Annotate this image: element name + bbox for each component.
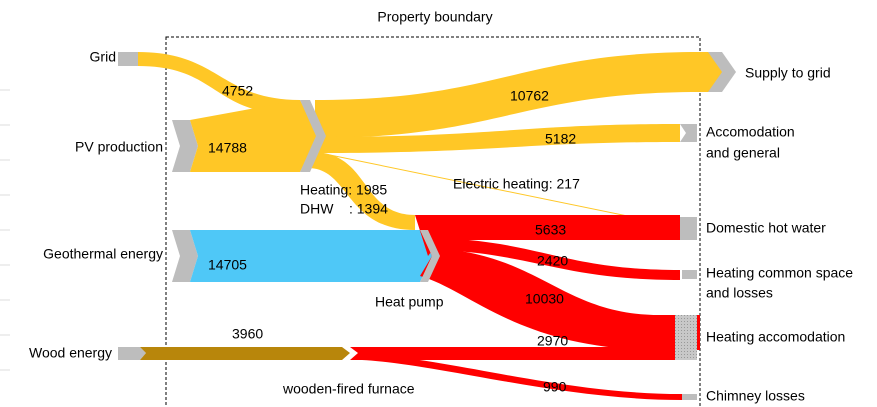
common-node [682, 270, 697, 279]
supply-tip [700, 52, 722, 92]
sink-label: Heating accomodation [706, 329, 845, 345]
geothermal-node [172, 230, 198, 282]
source-label: Geothermal energy [43, 246, 163, 262]
pv-flow [190, 100, 318, 172]
wood-heat-flow [350, 342, 690, 360]
title: Property boundary [377, 9, 492, 25]
wood-node [118, 347, 146, 360]
converter-label: wooden-fired furnace [282, 381, 415, 397]
sink-label: Chimney losses [706, 388, 805, 404]
common-flow [430, 238, 680, 280]
flow-label: 3960 [232, 326, 263, 342]
chimney-node [682, 394, 697, 400]
grid-flow [138, 52, 300, 115]
heating-acc-flow [420, 248, 700, 350]
margin-marks [0, 89, 10, 371]
heating-acc-node [675, 315, 697, 360]
source-label: Grid [90, 49, 116, 65]
flow-label: 14705 [208, 257, 247, 273]
dhw-flow [415, 215, 680, 256]
source-label: PV production [75, 139, 163, 155]
dhw-node [680, 217, 697, 240]
property-boundary [165, 36, 701, 407]
flow-label: 5182 [545, 131, 576, 147]
sink-label: Accomodation [706, 124, 795, 140]
source-label: Wood energy [29, 345, 112, 361]
flow-label: 10762 [510, 88, 549, 104]
flow-label: Electric heating: 217 [453, 176, 580, 192]
flow-label: 10030 [525, 291, 564, 307]
electric-flows [118, 52, 736, 230]
accomodation-node [680, 124, 697, 142]
grid-node [118, 52, 138, 66]
flow-label: 990 [543, 379, 567, 395]
wood-flow [140, 347, 350, 360]
supply-flow [315, 52, 700, 138]
converter-label: Heat pump [375, 294, 444, 310]
flow-label: 2420 [537, 253, 568, 269]
sink-label: Supply to grid [745, 65, 831, 81]
flow-label: DHW : 1394 [300, 201, 388, 217]
flow-label: Heating: 1985 [300, 182, 387, 198]
heat-flows [350, 215, 700, 400]
sink-label: and general [706, 145, 780, 161]
sink-label: and losses [706, 285, 773, 301]
pv-node [172, 120, 198, 172]
pv-junction [300, 100, 326, 172]
chimney-flow [362, 354, 682, 400]
flow-label: 4752 [222, 83, 253, 99]
flow-label: 2970 [537, 333, 568, 349]
electric-heating-line [329, 154, 643, 220]
flow-label: 5633 [535, 222, 566, 238]
geothermal-flow [190, 230, 432, 282]
flow-label: 14788 [208, 140, 247, 156]
sink-label: Domestic hot water [706, 220, 826, 236]
accomodation-flow [315, 124, 680, 153]
sink-label: Heating common space [706, 265, 853, 281]
heating-flow [308, 152, 415, 230]
heat-pump-junction [420, 230, 440, 282]
